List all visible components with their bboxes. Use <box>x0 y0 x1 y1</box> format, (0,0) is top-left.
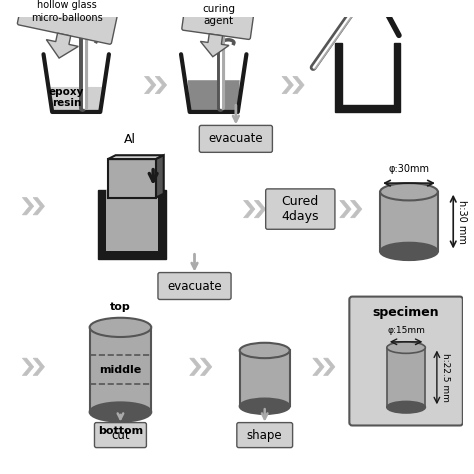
FancyBboxPatch shape <box>94 423 146 447</box>
Text: cut: cut <box>111 428 130 442</box>
Bar <box>90 328 151 412</box>
Bar <box>380 192 438 251</box>
Ellipse shape <box>90 318 151 337</box>
Text: Cured
4days: Cured 4days <box>282 195 319 223</box>
FancyBboxPatch shape <box>18 0 119 44</box>
Text: bottom: bottom <box>98 427 143 437</box>
Polygon shape <box>324 358 335 375</box>
Polygon shape <box>350 201 362 218</box>
Polygon shape <box>340 201 351 218</box>
Ellipse shape <box>240 343 290 358</box>
Ellipse shape <box>240 399 290 414</box>
Text: φ:15mm: φ:15mm <box>387 326 425 335</box>
Polygon shape <box>244 201 255 218</box>
Polygon shape <box>46 33 78 58</box>
FancyBboxPatch shape <box>158 273 231 300</box>
Text: epoxy
resin: epoxy resin <box>49 87 84 109</box>
Text: curing
agent: curing agent <box>202 4 235 26</box>
Polygon shape <box>293 76 304 94</box>
Text: top: top <box>110 302 131 312</box>
Polygon shape <box>98 190 165 259</box>
Polygon shape <box>156 155 164 198</box>
Polygon shape <box>155 76 167 94</box>
Polygon shape <box>201 358 212 375</box>
Text: shape: shape <box>247 428 283 442</box>
FancyBboxPatch shape <box>199 126 273 152</box>
Text: middle: middle <box>100 365 142 375</box>
Polygon shape <box>282 76 293 94</box>
Polygon shape <box>188 80 240 112</box>
Ellipse shape <box>380 183 438 201</box>
Polygon shape <box>33 358 45 375</box>
Text: specimen: specimen <box>373 306 439 319</box>
Polygon shape <box>22 358 34 375</box>
Polygon shape <box>335 43 401 112</box>
Bar <box>240 350 290 406</box>
Polygon shape <box>255 201 266 218</box>
FancyBboxPatch shape <box>182 0 255 39</box>
Polygon shape <box>145 76 156 94</box>
FancyBboxPatch shape <box>237 423 292 447</box>
Polygon shape <box>190 358 201 375</box>
Polygon shape <box>22 198 34 215</box>
Text: h:30 mm: h:30 mm <box>457 200 467 244</box>
Text: evacuate: evacuate <box>209 132 263 146</box>
Ellipse shape <box>380 243 438 260</box>
Text: hollow glass
micro-balloons: hollow glass micro-balloons <box>31 0 103 23</box>
Ellipse shape <box>90 402 151 422</box>
Polygon shape <box>108 155 164 159</box>
FancyBboxPatch shape <box>349 297 463 426</box>
Text: Al: Al <box>124 133 136 146</box>
Ellipse shape <box>387 401 425 413</box>
Ellipse shape <box>387 342 425 353</box>
Text: h:22.5 mm: h:22.5 mm <box>441 353 450 402</box>
Bar <box>387 347 425 407</box>
FancyBboxPatch shape <box>266 189 335 229</box>
Text: evacuate: evacuate <box>167 280 222 292</box>
Polygon shape <box>201 34 229 57</box>
Polygon shape <box>313 358 324 375</box>
Polygon shape <box>33 198 45 215</box>
Polygon shape <box>49 87 103 112</box>
Polygon shape <box>108 159 156 198</box>
Polygon shape <box>355 0 406 7</box>
Text: φ:30mm: φ:30mm <box>389 164 429 174</box>
Bar <box>106 190 158 251</box>
